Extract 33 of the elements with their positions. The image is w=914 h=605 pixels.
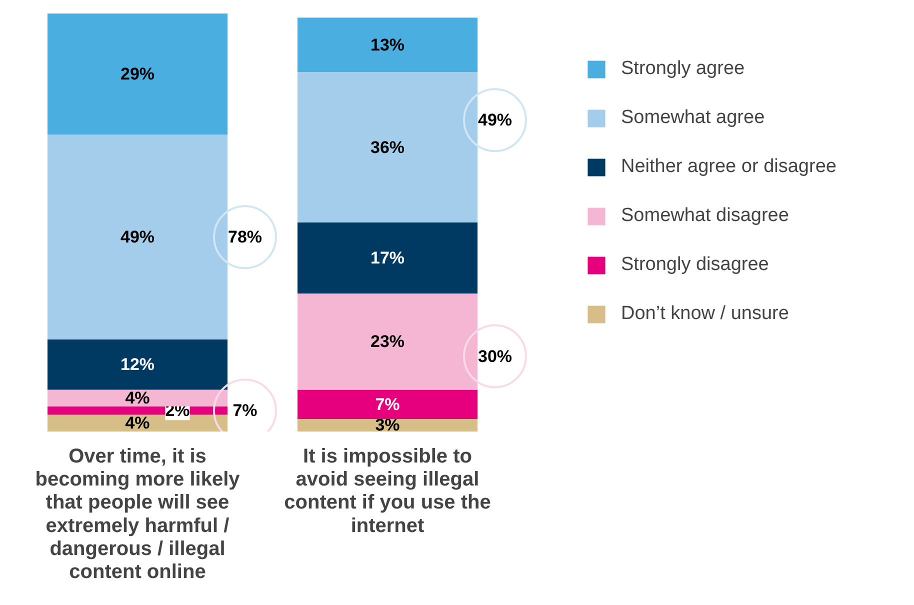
x-tick-label: It is impossible to avoid seeing illegal content if you use the internet xyxy=(284,446,491,537)
data-label: 7% xyxy=(375,394,400,414)
data-label: 12% xyxy=(120,355,155,374)
bar xyxy=(298,418,478,432)
legend-label: Don’t know / unsure xyxy=(621,303,789,325)
annotation: 78% xyxy=(228,228,262,247)
legend-label: Strongly agree xyxy=(621,58,745,80)
bar xyxy=(48,14,228,135)
data-label: 4% xyxy=(125,414,150,433)
data-label: 17% xyxy=(370,248,405,268)
legend-label: Strongly disagree xyxy=(621,254,769,276)
data-label: 29% xyxy=(120,64,155,84)
legend-label: Neither agree or disagree xyxy=(621,156,836,178)
x-tick-label: Over time, it is becoming more likely that people will see extremely harmful / dangerous / illegal content online xyxy=(35,446,241,583)
annotation: 49% xyxy=(478,110,512,130)
data-label: 36% xyxy=(370,138,405,157)
bar xyxy=(48,340,228,390)
legend-label: Somewhat agree xyxy=(621,107,765,129)
legend-label: Somewhat disagree xyxy=(621,205,789,227)
data-label: 4% xyxy=(125,388,150,408)
bar xyxy=(48,390,228,406)
annotation: 7% xyxy=(232,401,258,420)
bar xyxy=(298,294,478,390)
bar xyxy=(298,390,478,419)
data-label: 49% xyxy=(120,228,155,247)
data-label: 23% xyxy=(370,332,405,352)
bar xyxy=(298,18,478,72)
data-label: 13% xyxy=(370,35,405,54)
data-label: 3% xyxy=(375,416,400,435)
bar xyxy=(298,222,478,294)
annotation: 30% xyxy=(478,346,512,366)
bar xyxy=(48,134,228,340)
bar xyxy=(298,72,478,222)
